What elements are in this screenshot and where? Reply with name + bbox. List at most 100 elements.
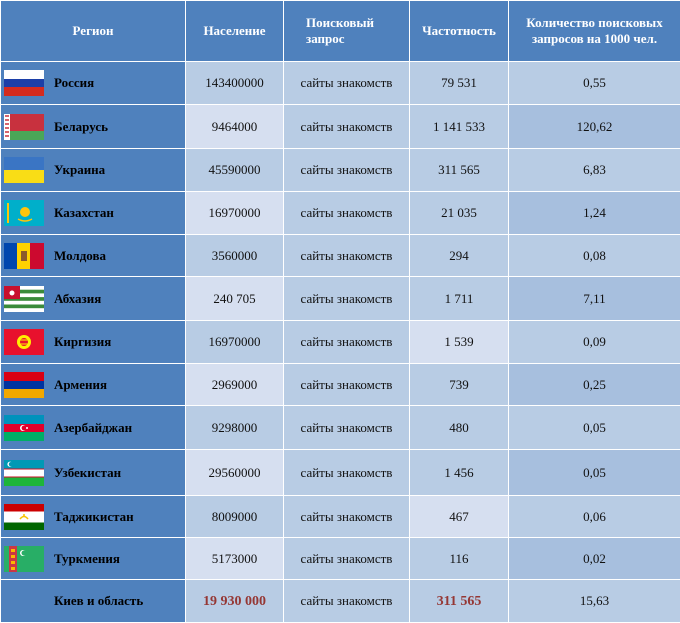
region-name: Узбекистан (54, 465, 121, 481)
population-cell: 8009000 (186, 496, 284, 538)
per1000-cell: 15,63 (509, 580, 680, 623)
query-cell: сайты знакомств (284, 450, 410, 496)
population-cell: 29560000 (186, 450, 284, 496)
query-cell: сайты знакомств (284, 149, 410, 192)
region-cell: Молдова (1, 235, 186, 277)
query-cell: сайты знакомств (284, 321, 410, 364)
armenia-flag-icon (4, 372, 44, 398)
region-name: Россия (54, 75, 94, 91)
per1000-cell: 1,24 (509, 192, 680, 235)
table-row: Украина 45590000 сайты знакомств 311 565… (1, 149, 680, 192)
region-cell: Армения (1, 364, 186, 406)
frequency-cell: 467 (410, 496, 509, 538)
table-row: Киргизия 16970000 сайты знакомств 1 539 … (1, 321, 680, 364)
population-cell: 143400000 (186, 62, 284, 105)
population-cell: 2969000 (186, 364, 284, 406)
region-name: Абхазия (54, 291, 101, 307)
region-name: Киев и область (54, 593, 143, 609)
population-cell: 3560000 (186, 235, 284, 277)
region-cell: Абхазия (1, 277, 186, 321)
region-cell: Украина (1, 149, 186, 192)
region-cell: Беларусь (1, 105, 186, 149)
frequency-cell: 1 539 (410, 321, 509, 364)
russia-flag-icon (4, 70, 44, 96)
table-row: Абхазия 240 705 сайты знакомств 1 711 7,… (1, 277, 680, 321)
highlighted-frequency: 311 565 (437, 594, 482, 609)
region-cell: Туркмения (1, 538, 186, 580)
header-row: Регион Население Поисковый запрос Частот… (1, 1, 680, 62)
frequency-cell: 480 (410, 406, 509, 450)
per1000-cell: 0,02 (509, 538, 680, 580)
population-cell: 5173000 (186, 538, 284, 580)
region-name: Таджикистан (54, 509, 134, 525)
per1000-cell: 0,05 (509, 406, 680, 450)
table-row: Беларусь 9464000 сайты знакомств 1 141 5… (1, 105, 680, 149)
query-cell: сайты знакомств (284, 538, 410, 580)
header-query: Поисковый запрос (284, 1, 410, 62)
region-name: Армения (54, 377, 107, 393)
region-name: Украина (54, 162, 105, 178)
tajikistan-flag-icon (4, 504, 44, 530)
frequency-cell: 116 (410, 538, 509, 580)
population-cell: 19 930 000 (186, 580, 284, 623)
frequency-cell: 21 035 (410, 192, 509, 235)
uzbekistan-flag-icon (4, 460, 44, 486)
frequency-cell: 1 711 (410, 277, 509, 321)
belarus-flag-icon (4, 114, 44, 140)
kyrgyzstan-flag-icon (4, 329, 44, 355)
per1000-cell: 0,08 (509, 235, 680, 277)
table-row: Армения 2969000 сайты знакомств 739 0,25 (1, 364, 680, 406)
region-name: Беларусь (54, 119, 108, 135)
query-cell: сайты знакомств (284, 62, 410, 105)
highlighted-population: 19 930 000 (203, 594, 266, 609)
region-name: Молдова (54, 248, 106, 264)
query-cell: сайты знакомств (284, 277, 410, 321)
population-cell: 9464000 (186, 105, 284, 149)
ukraine-flag-icon (4, 157, 44, 183)
population-cell: 16970000 (186, 321, 284, 364)
query-cell: сайты знакомств (284, 496, 410, 538)
per1000-cell: 0,55 (509, 62, 680, 105)
query-cell: сайты знакомств (284, 235, 410, 277)
frequency-cell: 739 (410, 364, 509, 406)
per1000-cell: 7,11 (509, 277, 680, 321)
region-cell: Киев и область (1, 580, 186, 623)
table-row: Казахстан 16970000 сайты знакомств 21 03… (1, 192, 680, 235)
header-population: Население (186, 1, 284, 62)
turkmenistan-flag-icon (4, 546, 44, 572)
table-row: Таджикистан 8009000 сайты знакомств 467 … (1, 496, 680, 538)
query-cell: сайты знакомств (284, 192, 410, 235)
region-cell: Киргизия (1, 321, 186, 364)
region-cell: Казахстан (1, 192, 186, 235)
header-per1000: Количество поисковых запросов на 1000 че… (509, 1, 680, 62)
frequency-cell: 1 456 (410, 450, 509, 496)
per1000-cell: 0,06 (509, 496, 680, 538)
per1000-cell: 0,25 (509, 364, 680, 406)
frequency-cell: 311 565 (410, 580, 509, 623)
per1000-cell: 0,09 (509, 321, 680, 364)
table-row: Россия 143400000 сайты знакомств 79 531 … (1, 62, 680, 105)
query-cell: сайты знакомств (284, 406, 410, 450)
region-cell: Россия (1, 62, 186, 105)
azerbaijan-flag-icon (4, 415, 44, 441)
query-cell: сайты знакомств (284, 364, 410, 406)
population-cell: 240 705 (186, 277, 284, 321)
kazakhstan-flag-icon (4, 200, 44, 226)
region-cell: Таджикистан (1, 496, 186, 538)
population-cell: 9298000 (186, 406, 284, 450)
header-region: Регион (1, 1, 186, 62)
table-row: Молдова 3560000 сайты знакомств 294 0,08 (1, 235, 680, 277)
region-cell: Узбекистан (1, 450, 186, 496)
table-row: Узбекистан 29560000 сайты знакомств 1 45… (1, 450, 680, 496)
per1000-cell: 120,62 (509, 105, 680, 149)
region-cell: Азербайджан (1, 406, 186, 450)
per1000-cell: 6,83 (509, 149, 680, 192)
summary-row: Киев и область 19 930 000 сайты знакомст… (1, 580, 680, 623)
population-cell: 16970000 (186, 192, 284, 235)
frequency-cell: 1 141 533 (410, 105, 509, 149)
moldova-flag-icon (4, 243, 44, 269)
table-row: Туркмения 5173000 сайты знакомств 116 0,… (1, 538, 680, 580)
header-frequency: Частотность (410, 1, 509, 62)
query-cell: сайты знакомств (284, 105, 410, 149)
